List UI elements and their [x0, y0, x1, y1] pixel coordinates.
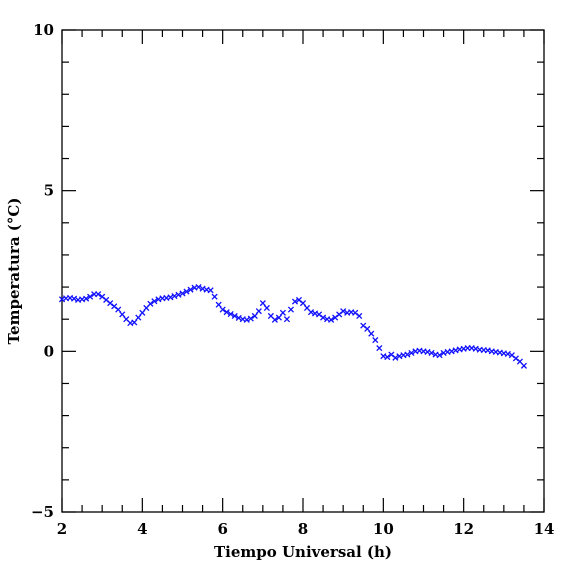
data-point [279, 309, 286, 316]
data-point [255, 308, 262, 315]
data-point [408, 349, 415, 356]
data-point [520, 362, 527, 369]
plot-frame [61, 29, 545, 513]
y-tick-label: 10 [33, 21, 54, 39]
data-point [340, 308, 347, 315]
data-point [328, 316, 335, 323]
data-point [392, 354, 399, 361]
data-point [131, 319, 138, 326]
data-point [151, 298, 158, 305]
data-point [183, 288, 190, 295]
data-point [247, 315, 254, 322]
x-tick-label: 14 [534, 520, 555, 538]
y-tick-label: 5 [44, 182, 54, 200]
data-point [227, 310, 234, 318]
data-point [356, 312, 363, 320]
data-point [87, 293, 94, 300]
x-axis-title: Tiempo Universal (h) [214, 543, 392, 561]
data-point [271, 316, 278, 323]
data-point [187, 286, 194, 293]
data-point [235, 314, 242, 321]
data-point [83, 295, 90, 302]
data-point [384, 354, 391, 361]
data-point [368, 330, 375, 337]
data-point [139, 309, 146, 316]
data-point [135, 314, 142, 321]
data-point [299, 300, 307, 307]
data-point [283, 316, 290, 323]
x-tick-label: 10 [373, 520, 394, 538]
data-point [436, 352, 443, 359]
data-point [259, 300, 266, 307]
data-point [287, 306, 295, 313]
data-point [115, 306, 122, 313]
data-point [275, 314, 282, 321]
data-point [219, 306, 226, 313]
data-point [211, 293, 218, 300]
data-point [320, 314, 327, 321]
data-point [119, 311, 126, 318]
data-point [372, 337, 379, 344]
x-tick-label: 2 [57, 520, 67, 538]
data-point [171, 293, 178, 300]
data-point [179, 290, 186, 297]
x-tick-label: 6 [217, 520, 227, 538]
data-point [404, 351, 411, 358]
axis-tick-labels: 2 4 6 8 10 12 14 −5 0 5 10 [31, 21, 554, 538]
data-point [195, 284, 202, 291]
data-point [215, 301, 222, 308]
y-axis-title: Temperatura (°C) [5, 198, 23, 345]
data-point [263, 304, 270, 312]
y-tick-label: −5 [31, 503, 54, 521]
data-point [223, 309, 230, 316]
data-point [376, 345, 383, 352]
data-point [70, 295, 78, 302]
data-point [307, 309, 315, 316]
data-point [428, 349, 435, 356]
data-point [207, 287, 214, 294]
data-point [243, 316, 250, 323]
axis-ticks [61, 29, 545, 513]
data-point [504, 350, 511, 357]
data-point [291, 298, 299, 305]
data-point [167, 294, 174, 301]
data-points [58, 284, 527, 369]
y-tick-label: 0 [44, 342, 54, 360]
x-tick-label: 8 [298, 520, 308, 538]
data-point [95, 291, 102, 298]
data-point [231, 312, 238, 320]
x-tick-label: 4 [137, 520, 147, 538]
data-point [251, 312, 258, 320]
data-point [175, 291, 182, 298]
data-point [364, 325, 371, 332]
data-point [147, 300, 154, 307]
x-tick-label: 12 [453, 520, 474, 538]
